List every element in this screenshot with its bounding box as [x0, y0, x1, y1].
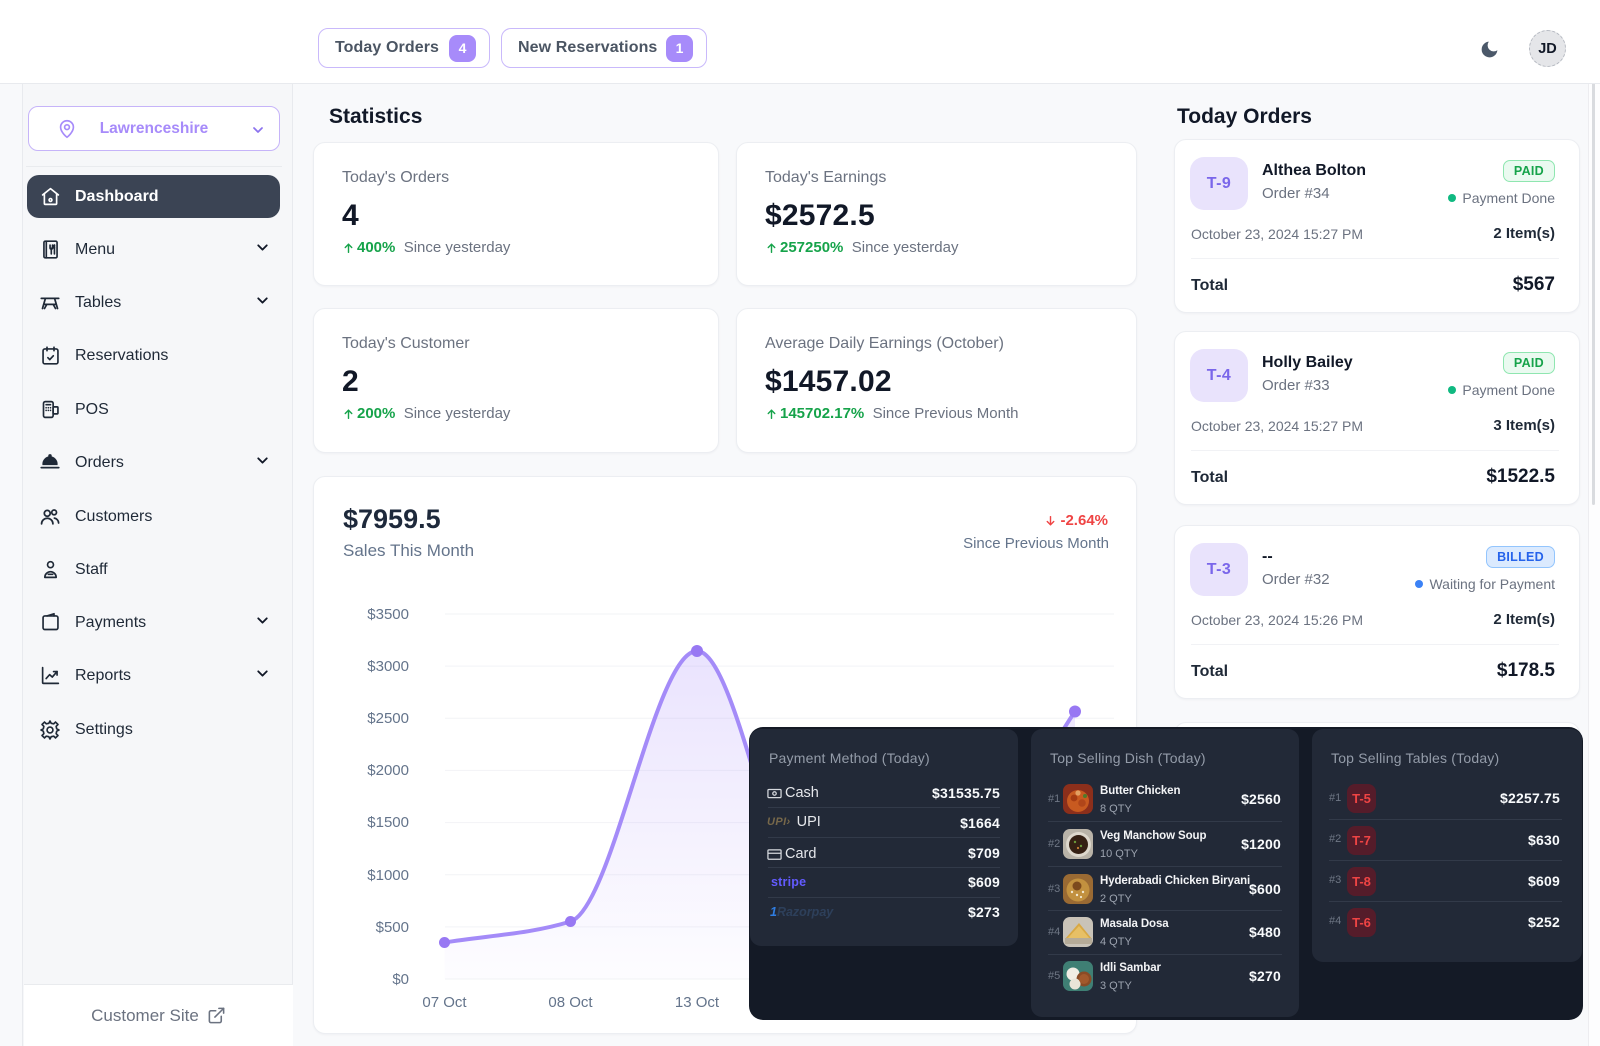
svg-text:$1000: $1000 [367, 867, 409, 884]
svg-text:$1500: $1500 [367, 814, 409, 831]
svg-text:08 Oct: 08 Oct [548, 994, 593, 1011]
svg-text:$500: $500 [376, 919, 409, 936]
svg-text:07 Oct: 07 Oct [422, 994, 467, 1011]
svg-text:$2000: $2000 [367, 762, 409, 779]
svg-text:$3500: $3500 [367, 606, 409, 623]
svg-text:$2500: $2500 [367, 710, 409, 727]
svg-text:$0: $0 [392, 971, 409, 988]
svg-text:13 Oct: 13 Oct [675, 994, 720, 1011]
svg-text:$3000: $3000 [367, 658, 409, 675]
